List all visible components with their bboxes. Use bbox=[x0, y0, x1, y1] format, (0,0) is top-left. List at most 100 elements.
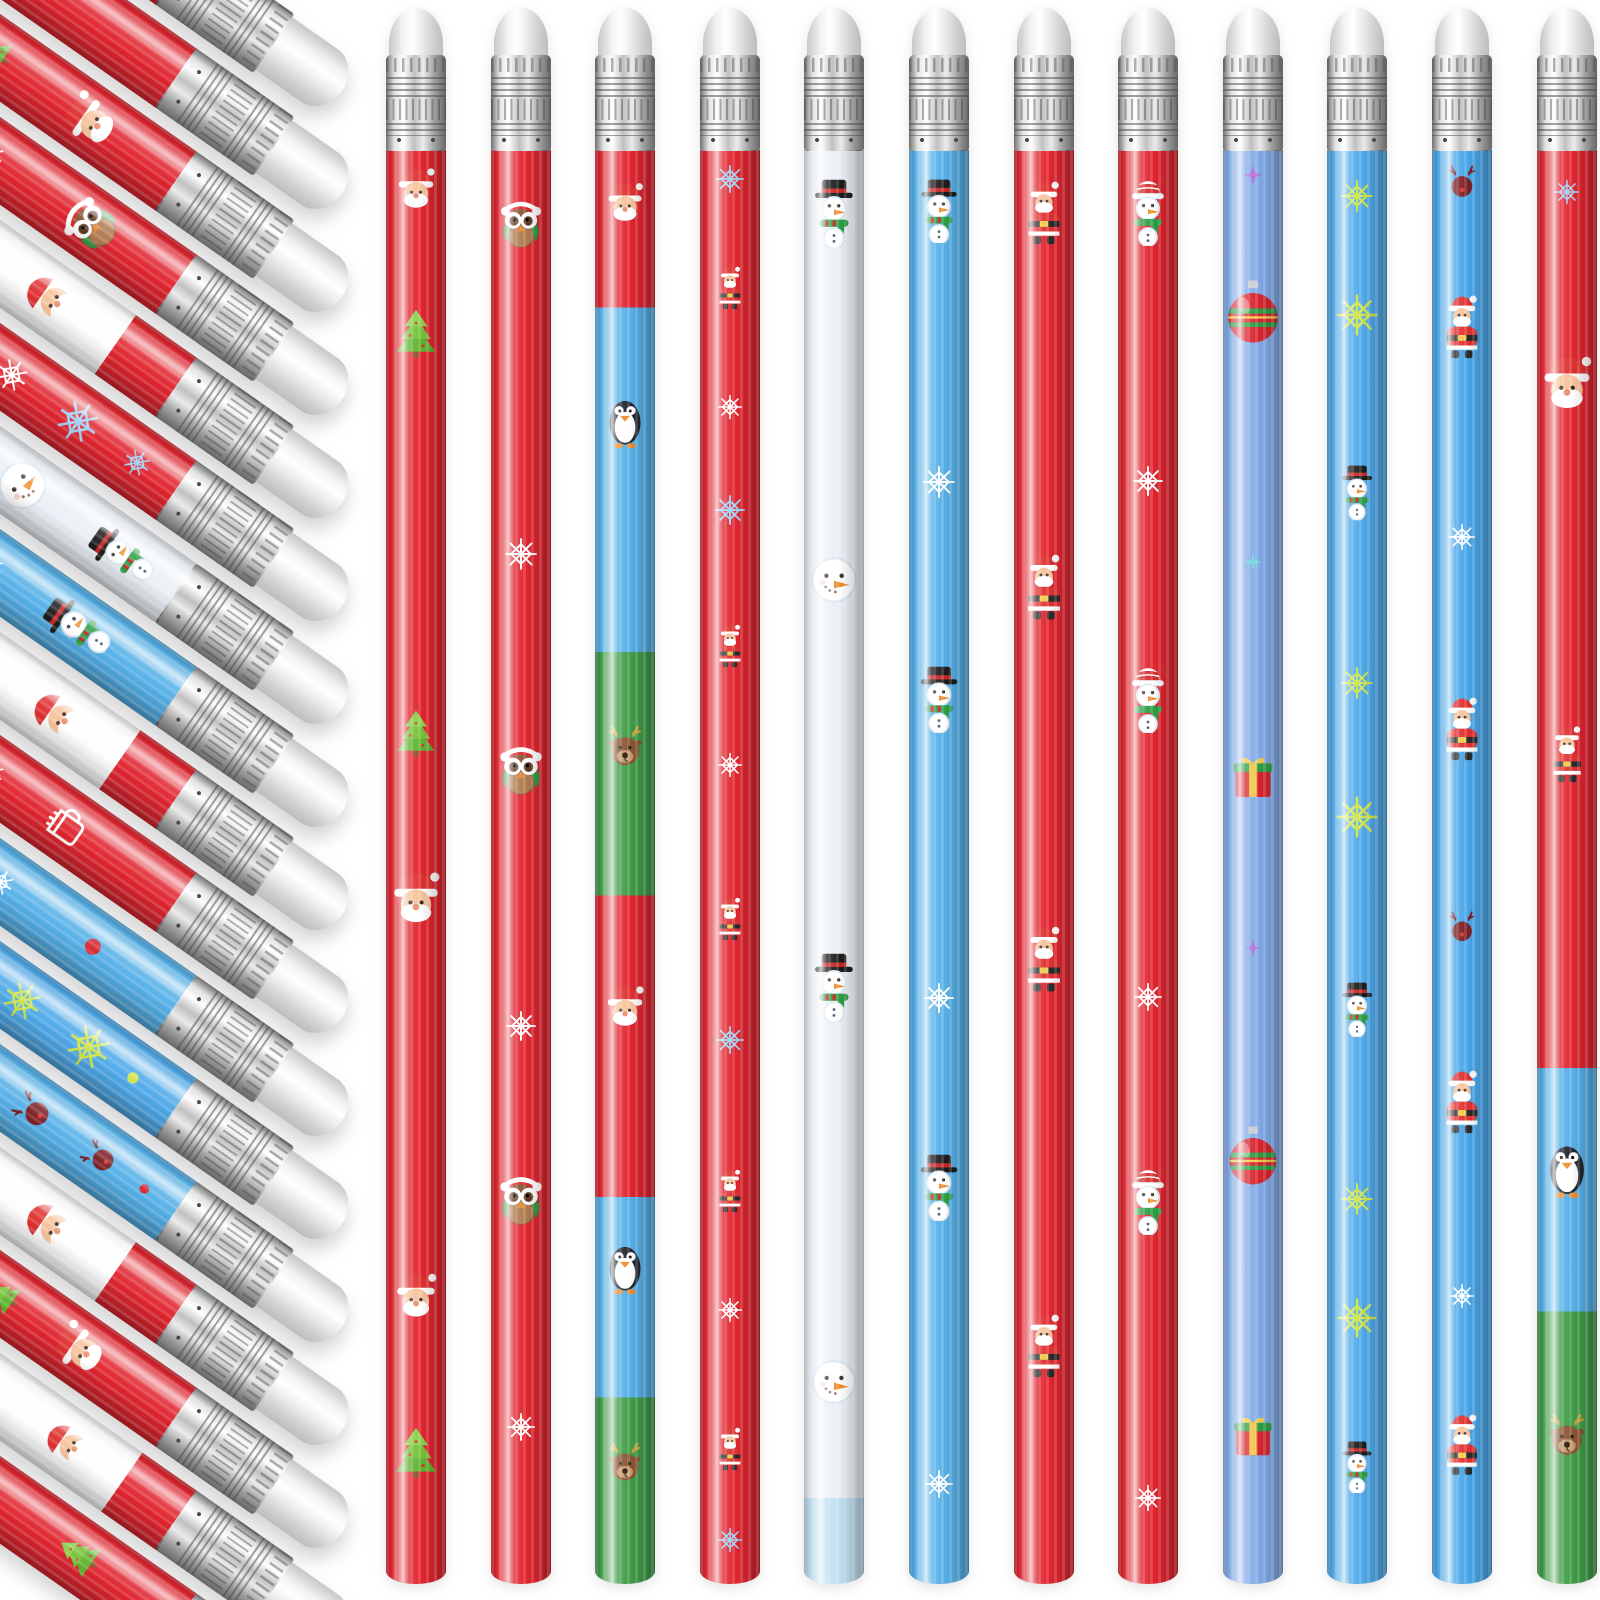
mug-icon bbox=[30, 789, 102, 861]
snowman-redhat-icon bbox=[1120, 1168, 1176, 1235]
eraser-tip bbox=[702, 8, 757, 60]
ferrule bbox=[1327, 55, 1388, 151]
reindeer-dark-icon bbox=[73, 1131, 126, 1184]
snowflake-icon bbox=[717, 1297, 743, 1323]
snowflake-icon bbox=[1132, 465, 1164, 497]
gloss-highlight bbox=[1118, 150, 1179, 1584]
santa-body-icon bbox=[1016, 179, 1072, 246]
pencil-body-red-santa-tree bbox=[386, 150, 446, 1584]
eraser-tip bbox=[1539, 8, 1594, 60]
eraser-tip bbox=[1330, 8, 1385, 60]
dot-icon bbox=[123, 1068, 142, 1087]
snowflake-icon bbox=[0, 351, 35, 398]
pencil-body-red-bigsanta-penguin-blocks bbox=[1536, 150, 1597, 1584]
sparkle-icon bbox=[1242, 164, 1264, 186]
snowflake-icon bbox=[57, 1015, 121, 1079]
ferrule bbox=[595, 55, 656, 151]
gloss-highlight bbox=[490, 150, 551, 1584]
snowflake-icon bbox=[924, 1469, 954, 1499]
tree-icon bbox=[0, 1268, 27, 1320]
snowflake-icon bbox=[1554, 179, 1580, 205]
snowman-tophat-icon bbox=[911, 666, 967, 733]
pencil-body-blocks-santa-penguin-reindeer bbox=[595, 150, 656, 1584]
eraser-tip bbox=[598, 8, 653, 60]
snowflake-icon bbox=[717, 394, 743, 420]
gloss-highlight bbox=[595, 150, 656, 1584]
gloss-highlight bbox=[1327, 150, 1388, 1584]
ferrule bbox=[699, 55, 760, 151]
gift-icon bbox=[1229, 1412, 1277, 1460]
santa-face-icon bbox=[391, 1269, 441, 1319]
santa-face-icon bbox=[50, 81, 128, 159]
eraser-tip bbox=[389, 8, 443, 60]
snowflake-icon bbox=[1336, 1297, 1378, 1339]
tree-icon bbox=[392, 1426, 440, 1479]
ornament-icon bbox=[1223, 279, 1283, 347]
snowflake-icon bbox=[1449, 1283, 1475, 1309]
pencil-body-pale-snowman bbox=[804, 150, 865, 1584]
eraser-tip bbox=[1225, 8, 1280, 60]
gloss-highlight bbox=[1222, 150, 1283, 1584]
snowman-face-icon bbox=[806, 552, 862, 608]
snowflake-icon bbox=[506, 1412, 536, 1442]
snowflake-icon bbox=[922, 465, 956, 499]
sparkle-icon bbox=[1244, 939, 1262, 957]
santa-face-icon bbox=[10, 259, 88, 337]
ferrule bbox=[1536, 55, 1597, 151]
owl-icon bbox=[46, 181, 132, 265]
tree-icon bbox=[393, 308, 439, 359]
snowflake-icon bbox=[118, 443, 157, 482]
snowman-tophat-icon bbox=[805, 953, 863, 1023]
vertical-pencil-8 bbox=[1118, 8, 1179, 1584]
penguin-icon bbox=[602, 1240, 648, 1295]
owl-icon bbox=[494, 1168, 548, 1227]
ferrule bbox=[490, 55, 551, 151]
eraser-tip bbox=[807, 8, 862, 60]
sparkle-icon bbox=[1243, 552, 1263, 572]
snowflake-icon bbox=[715, 1025, 745, 1055]
snowflake-icon bbox=[0, 862, 20, 901]
reindeer-dark-icon bbox=[1444, 910, 1480, 946]
santa-body-icon bbox=[711, 265, 749, 311]
snowman-tophat-icon bbox=[31, 582, 124, 672]
pencil-body-red-owl bbox=[490, 150, 551, 1584]
gloss-highlight bbox=[909, 150, 969, 1584]
santa-body-icon bbox=[1015, 552, 1073, 622]
snowflake-icon bbox=[1340, 1182, 1374, 1216]
snowman-tophat-icon bbox=[1334, 982, 1380, 1037]
vertical-pencil-1 bbox=[386, 8, 446, 1584]
ferrule bbox=[1432, 55, 1492, 151]
owl-icon bbox=[495, 193, 547, 250]
vertical-pencil-4 bbox=[699, 8, 760, 1584]
gloss-highlight bbox=[699, 150, 760, 1584]
pencil-body-blue-lime-snowflakes bbox=[1327, 150, 1388, 1584]
santa-body-icon bbox=[1435, 1412, 1489, 1477]
snowman-face-icon bbox=[0, 445, 63, 526]
snowman-tophat-icon bbox=[1335, 1441, 1379, 1494]
penguin-icon bbox=[602, 394, 648, 449]
snowflake-icon bbox=[923, 982, 955, 1014]
eraser-tip bbox=[912, 8, 966, 60]
snowflake-icon bbox=[1448, 523, 1476, 551]
santa-face-icon bbox=[17, 676, 95, 754]
snowman-face-icon bbox=[807, 1355, 861, 1409]
vertical-pencil-7 bbox=[1013, 8, 1074, 1584]
pencil-body-red-snowflake-santas bbox=[699, 150, 760, 1584]
santa-body-icon bbox=[711, 896, 749, 942]
eraser-tip bbox=[1121, 8, 1176, 60]
snowflake-icon bbox=[1340, 179, 1374, 213]
santa-face-icon bbox=[1537, 351, 1597, 411]
tree-icon bbox=[0, 21, 19, 79]
eraser-tip bbox=[1435, 8, 1489, 60]
snowflake-icon bbox=[505, 1010, 537, 1042]
ferrule bbox=[1222, 55, 1283, 151]
snowflake-icon bbox=[1335, 795, 1379, 839]
ferrule bbox=[386, 55, 446, 151]
snowflake-icon bbox=[1340, 666, 1374, 700]
santa-face-icon bbox=[10, 1186, 88, 1264]
snowman-tophat-icon bbox=[1334, 465, 1380, 520]
pencil-body-red-santa-body bbox=[1013, 150, 1074, 1584]
tree-icon bbox=[48, 1525, 107, 1583]
santa-body-icon bbox=[1015, 924, 1073, 994]
vertical-pencil-10 bbox=[1327, 8, 1388, 1584]
